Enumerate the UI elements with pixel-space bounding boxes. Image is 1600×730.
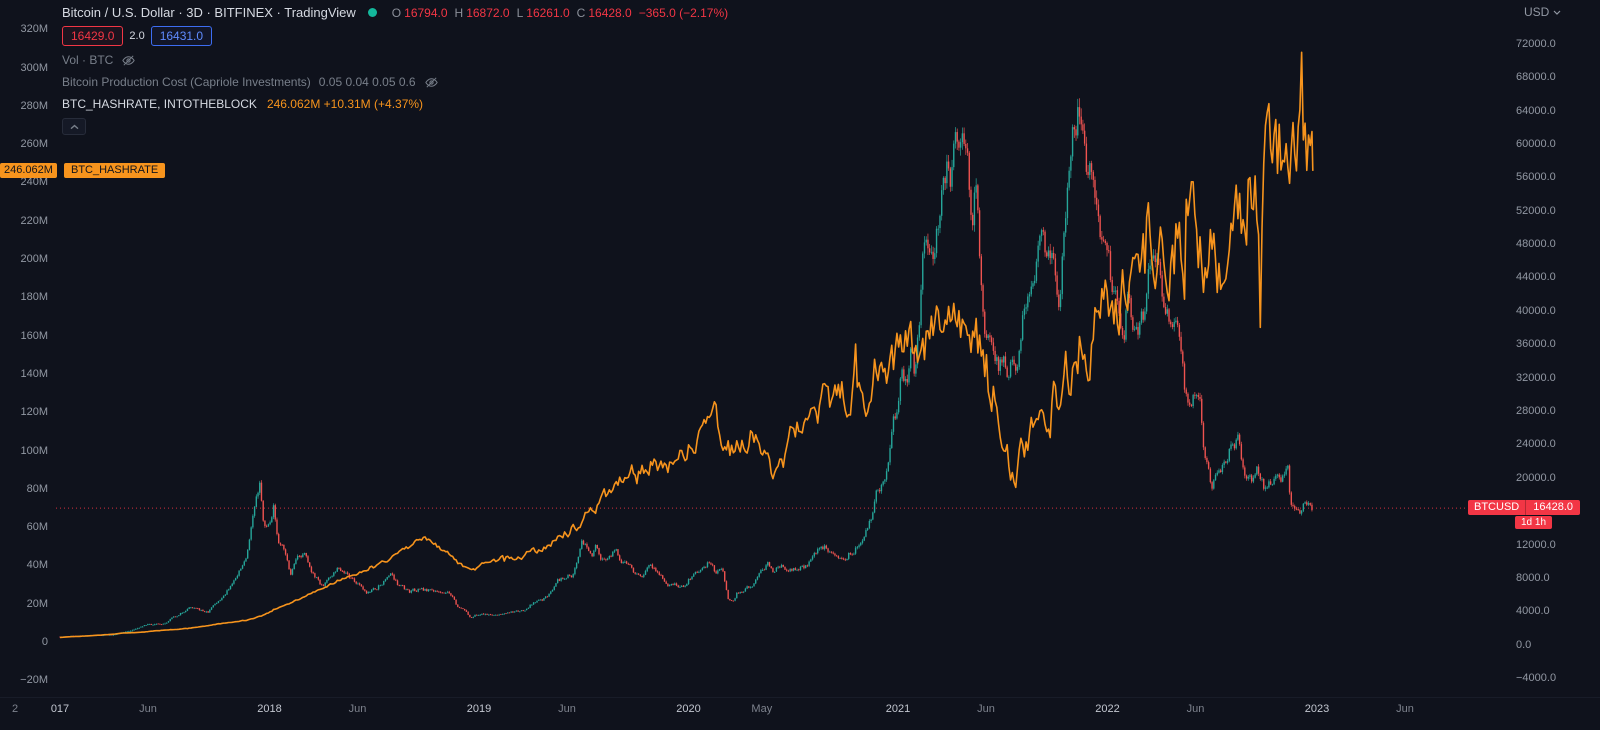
left-axis-tick: 0	[41, 635, 48, 648]
close-label: C	[576, 5, 586, 20]
right-axis-tick: 56000.0	[1516, 171, 1556, 184]
time-axis-tick: Jun	[977, 703, 995, 715]
time-axis-tick: 017	[50, 703, 70, 715]
right-axis-tick: 68000.0	[1516, 71, 1556, 84]
change-value: −365.0 (−2.17%)	[638, 5, 729, 20]
indicator-volume-label[interactable]: Vol · BTC	[62, 53, 114, 67]
indicator-production-cost-label[interactable]: Bitcoin Production Cost (Capriole Invest…	[62, 75, 311, 89]
hashrate-value-badge: 246.062M	[0, 162, 57, 178]
symbol-title[interactable]: Bitcoin / U.S. Dollar · 3D · BITFINEX · …	[62, 5, 356, 20]
price-badge-value: 16428.0	[1525, 499, 1580, 515]
price-badge-symbol: BTCUSD	[1474, 500, 1520, 513]
time-axis-tick: Jun	[558, 703, 576, 715]
time-axis-tick: 2021	[885, 703, 911, 715]
right-axis-tick: 4000.0	[1516, 605, 1550, 618]
currency-selector[interactable]: USD	[1524, 5, 1561, 19]
bid-price-button[interactable]: 16429.0	[62, 26, 124, 46]
left-axis-tick: 60M	[26, 521, 48, 534]
symbol-row: Bitcoin / U.S. Dollar · 3D · BITFINEX · …	[62, 5, 728, 20]
time-axis-tick: 2022	[1095, 703, 1120, 715]
right-axis-tick: 52000.0	[1516, 204, 1556, 217]
right-axis-tick: 24000.0	[1516, 438, 1556, 451]
indicator-row-hashrate: BTC_HASHRATE, INTOTHEBLOCK 246.062M +10.…	[62, 96, 728, 112]
collapse-legend-button[interactable]	[62, 118, 86, 135]
right-axis-tick: 28000.0	[1516, 405, 1556, 418]
left-axis-tick: 100M	[20, 444, 48, 457]
left-price-scale[interactable]: 320M 300M 280M 260M 240M 220M 200M 180M 160M 140M…	[0, 0, 50, 695]
left-axis-tick: 280M	[20, 99, 48, 112]
left-axis-tick: 20M	[26, 597, 48, 610]
hashrate-label-badge: BTC_HASHRATE	[64, 162, 166, 178]
time-axis-tick: May	[751, 703, 773, 715]
left-axis-tick: −20M	[20, 674, 48, 687]
time-axis-tick: 2019	[466, 703, 492, 715]
high-value: 16872.0	[466, 5, 510, 20]
indicator-hashrate-values: 246.062M +10.31M (+4.37%)	[266, 97, 424, 111]
left-axis-tick: 120M	[20, 406, 48, 419]
right-axis-tick: 64000.0	[1516, 104, 1556, 117]
open-label: O	[391, 5, 402, 20]
bid-ask-row: 16429.0 2.0 16431.0	[62, 26, 728, 46]
time-axis-tick: Jun	[139, 703, 157, 715]
right-price-scale[interactable]: 72000.0 68000.0 64000.0 60000.0 56000.0 52000…	[1512, 0, 1600, 695]
spread-value: 2.0	[129, 30, 145, 42]
left-axis-tick: 160M	[20, 329, 48, 342]
time-axis-tick: 2018	[257, 703, 282, 715]
left-axis-tick: 320M	[20, 23, 48, 36]
market-status-icon[interactable]	[367, 8, 377, 17]
time-scale[interactable]: 017 Jun 2018 Jun 2019 Jun 2020 May 2021 Jun 2022 Ju…	[0, 697, 1600, 730]
high-label: H	[454, 5, 464, 20]
time-axis-tick: Jun	[348, 703, 367, 715]
left-axis-tick: 240M	[20, 176, 48, 189]
open-value: 16794.0	[404, 5, 448, 20]
right-axis-tick: 40000.0	[1516, 304, 1556, 317]
right-axis-tick: 48000.0	[1516, 238, 1556, 251]
chevron-up-icon	[70, 124, 78, 129]
eye-off-icon[interactable]	[424, 75, 439, 90]
left-axis-tick: 180M	[20, 291, 48, 304]
ohlc-values: O 16794.0 H 16872.0 L 16261.0 C 16428.0 −365…	[385, 6, 728, 20]
chevron-down-icon	[1553, 10, 1561, 15]
right-axis-tick: −4000.0	[1516, 672, 1557, 685]
time-axis-tick: Jun	[1186, 703, 1205, 715]
last-price-badge: BTCUSD 16428.0 1d 1h	[1468, 499, 1580, 529]
time-axis-tick: 2023	[1304, 703, 1330, 715]
time-scale-corner-label: 2	[12, 703, 19, 715]
left-axis-tick: 40M	[26, 559, 48, 572]
left-axis-tick: 80M	[26, 482, 48, 495]
time-axis-tick: 2020	[676, 703, 701, 715]
close-value: 16428.0	[588, 5, 632, 20]
legend: Bitcoin / U.S. Dollar · 3D · BITFINEX · …	[62, 5, 728, 135]
right-axis-tick: 20000.0	[1516, 471, 1556, 484]
right-axis-tick: 72000.0	[1516, 37, 1556, 50]
right-axis-tick: 36000.0	[1516, 338, 1556, 351]
ask-price-button[interactable]: 16431.0	[150, 26, 213, 46]
left-axis-tick: 300M	[20, 61, 48, 74]
right-axis-tick: 0.0	[1516, 638, 1532, 651]
currency-label: USD	[1524, 5, 1550, 19]
left-axis-tick: 220M	[20, 214, 48, 227]
right-axis-tick: 8000.0	[1516, 572, 1550, 585]
time-axis-tick: Jun	[1396, 703, 1414, 715]
right-axis-tick: 44000.0	[1516, 271, 1556, 284]
indicator-production-cost-values: 0.05 0.04 0.05 0.6	[318, 75, 416, 89]
right-axis-tick: 60000.0	[1516, 137, 1556, 150]
left-axis-tick: 260M	[20, 138, 48, 151]
low-value: 16261.0	[526, 5, 570, 20]
low-label: L	[516, 5, 524, 20]
eye-off-icon[interactable]	[121, 53, 136, 68]
indicator-row-production-cost: Bitcoin Production Cost (Capriole Invest…	[62, 74, 728, 90]
left-axis-tick: 200M	[20, 253, 48, 266]
right-axis-tick: 12000.0	[1516, 538, 1556, 551]
indicator-hashrate-label[interactable]: BTC_HASHRATE, INTOTHEBLOCK	[62, 97, 257, 111]
left-axis-tick: 140M	[20, 367, 48, 380]
right-axis-tick: 32000.0	[1516, 371, 1556, 384]
bar-countdown: 1d 1h	[1515, 515, 1553, 529]
indicator-row-volume: Vol · BTC	[62, 52, 728, 68]
